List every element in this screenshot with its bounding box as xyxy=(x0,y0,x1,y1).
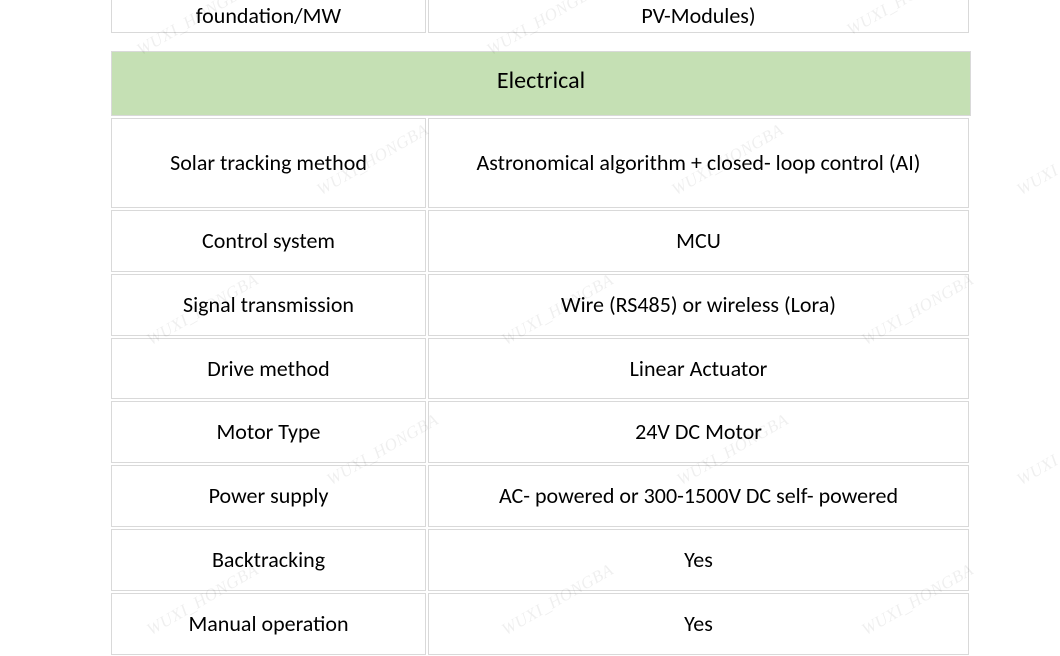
table-row: Manual operation Yes xyxy=(110,592,970,656)
table-row: Power supply AC- powered or 300-1500V DC… xyxy=(110,464,970,528)
row-value: Yes xyxy=(428,529,969,591)
row-value: MCU xyxy=(428,210,969,272)
table-row: Control system MCU xyxy=(110,209,970,273)
row-value: Yes xyxy=(428,593,969,655)
row-label: Control system xyxy=(111,210,426,272)
row-label: Solar tracking method xyxy=(111,118,426,208)
row-label: Signal transmission xyxy=(111,274,426,336)
row-value: PV-Modules) xyxy=(428,0,969,33)
table-row: Drive method Linear Actuator xyxy=(110,337,970,401)
row-label: foundation/MW xyxy=(111,0,426,33)
row-value: AC- powered or 300-1500V DC self- powere… xyxy=(428,465,969,527)
row-label: Power supply xyxy=(111,465,426,527)
section-header: Electrical xyxy=(111,51,971,116)
row-value: Astronomical algorithm + closed- loop co… xyxy=(428,118,969,208)
table-row: Signal transmission Wire (RS485) or wire… xyxy=(110,273,970,337)
spec-table: foundation/MW PV-Modules) Electrical Sol… xyxy=(110,0,970,656)
row-value: Linear Actuator xyxy=(428,338,969,400)
table-row: Backtracking Yes xyxy=(110,528,970,592)
table-row: foundation/MW PV-Modules) xyxy=(110,0,970,50)
table-row: Solar tracking method Astronomical algor… xyxy=(110,117,970,209)
watermark-text: WUXI_HONGBA xyxy=(1013,410,1060,490)
row-value: 24V DC Motor xyxy=(428,401,969,463)
row-label: Motor Type xyxy=(111,401,426,463)
row-label: Manual operation xyxy=(111,593,426,655)
row-label: Backtracking xyxy=(111,529,426,591)
watermark-text: WUXI_HONGBA xyxy=(1013,120,1060,200)
table-row: Motor Type 24V DC Motor xyxy=(110,400,970,464)
row-label: Drive method xyxy=(111,338,426,400)
row-value: Wire (RS485) or wireless (Lora) xyxy=(428,274,969,336)
